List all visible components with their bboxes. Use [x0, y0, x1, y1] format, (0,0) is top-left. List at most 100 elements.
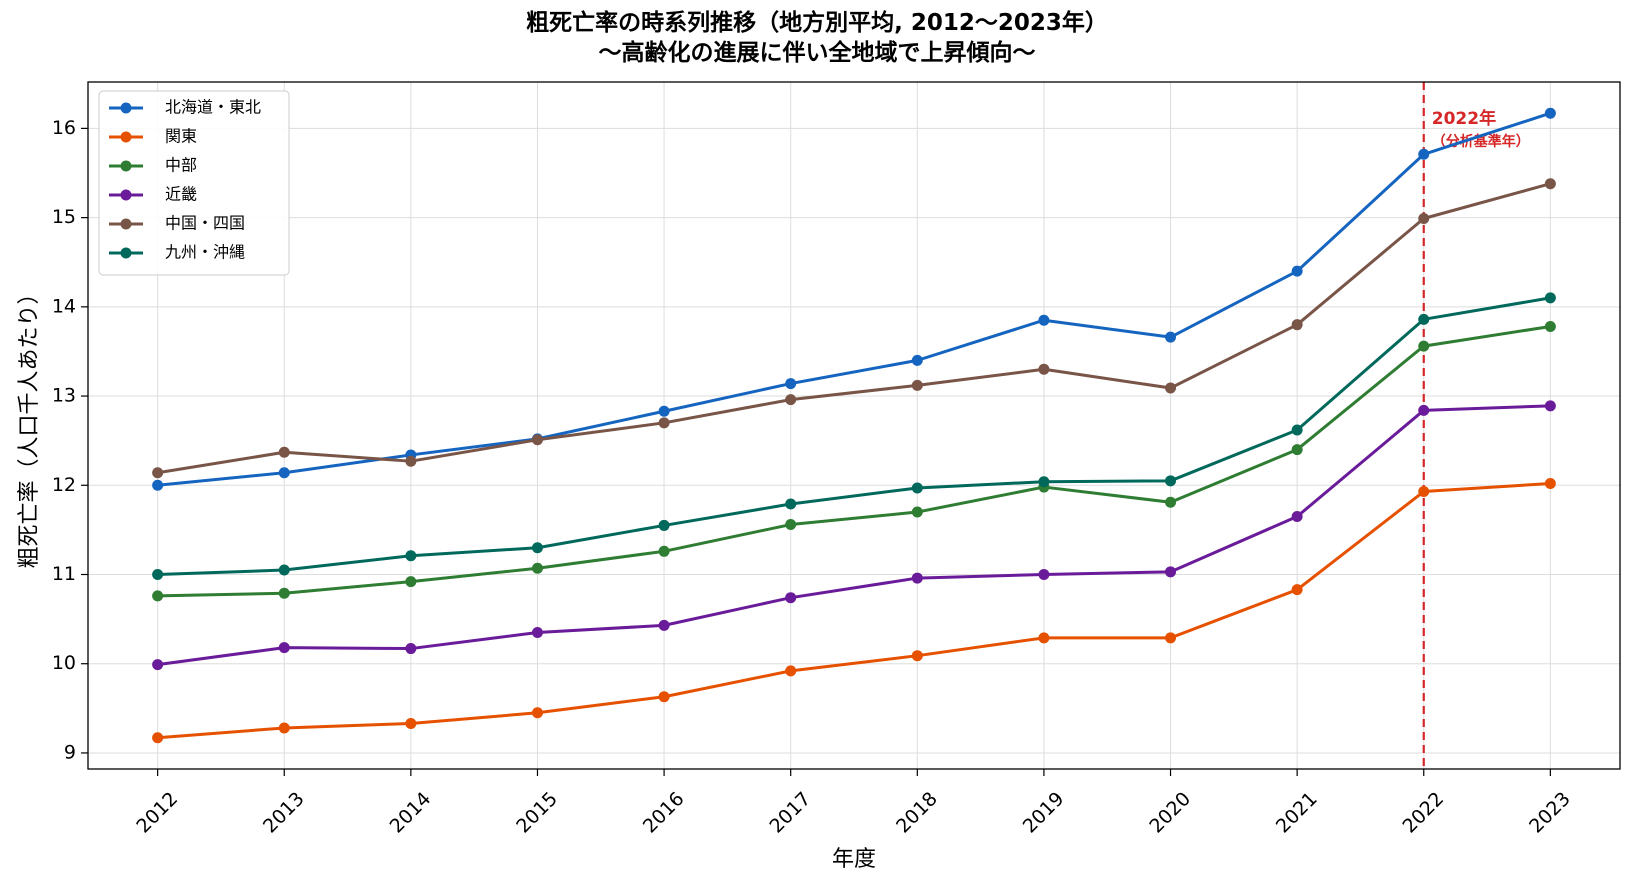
legend-label: 近畿	[165, 185, 197, 204]
annotation-layer: 2022年 （分析基準年）	[1422, 82, 1530, 769]
legend-marker	[120, 189, 132, 201]
data-point	[405, 576, 417, 588]
reference-year-caption: （分析基準年）	[1432, 133, 1530, 150]
data-point	[405, 550, 417, 562]
y-tick-label: 10	[52, 652, 76, 674]
data-point	[1544, 178, 1556, 190]
data-point	[1418, 404, 1430, 416]
data-point	[152, 467, 164, 479]
chart-title-block: 粗死亡率の時系列推移（地方別平均, 2012〜2023年） 〜高齢化の進展に伴い…	[0, 8, 1634, 68]
data-point	[1291, 319, 1303, 331]
chart-subtitle: 〜高齢化の進展に伴い全地域で上昇傾向〜	[598, 40, 1036, 66]
data-point	[911, 482, 923, 494]
y-tick-label: 11	[52, 563, 76, 585]
data-point	[658, 405, 670, 417]
x-axis-label: 年度	[832, 847, 876, 872]
data-point	[278, 642, 290, 654]
data-point	[405, 717, 417, 729]
data-point	[1418, 213, 1430, 225]
x-tick-label: 2013	[259, 788, 309, 838]
data-point	[531, 707, 543, 719]
legend-marker	[120, 131, 132, 143]
data-point	[1291, 265, 1303, 277]
series-line	[157, 404, 1551, 667]
data-point	[911, 379, 923, 391]
data-point	[658, 619, 670, 631]
series-group	[152, 400, 1556, 671]
data-point	[785, 592, 797, 604]
x-tick-label: 2023	[1525, 788, 1575, 838]
data-point	[1038, 632, 1050, 644]
legend-label: 関東	[165, 127, 197, 146]
data-point	[911, 650, 923, 662]
legend-label: 中国・四国	[165, 214, 245, 233]
data-point	[152, 732, 164, 744]
data-point	[1165, 632, 1177, 644]
data-point	[1165, 331, 1177, 343]
x-tick-label: 2019	[1019, 788, 1069, 838]
data-point	[278, 446, 290, 458]
data-point	[278, 722, 290, 734]
data-point	[1291, 584, 1303, 596]
data-point	[531, 562, 543, 574]
data-point	[1291, 511, 1303, 523]
y-tick-label: 14	[52, 295, 76, 317]
series-line	[157, 324, 1551, 598]
series-group	[152, 320, 1556, 602]
data-point	[278, 564, 290, 576]
data-point	[658, 691, 670, 703]
data-point	[658, 545, 670, 557]
data-point	[1544, 477, 1556, 489]
x-tick-label: 2021	[1272, 788, 1322, 838]
data-point	[1165, 475, 1177, 487]
x-tick-label: 2020	[1145, 788, 1195, 838]
plot-frame	[87, 81, 1621, 770]
x-tick-label: 2014	[386, 788, 436, 838]
data-point	[1038, 363, 1050, 375]
data-point	[785, 519, 797, 531]
data-point	[152, 659, 164, 671]
data-point	[1418, 340, 1430, 352]
y-tick-label: 9	[64, 741, 76, 763]
series-line	[157, 296, 1551, 576]
y-tick-label: 12	[52, 474, 76, 496]
data-point	[1291, 424, 1303, 436]
data-point	[1544, 400, 1556, 412]
data-point	[1038, 476, 1050, 488]
legend-marker	[120, 247, 132, 259]
legend-box	[98, 90, 290, 276]
data-point	[785, 665, 797, 677]
data-point	[658, 519, 670, 531]
series-group	[152, 292, 1556, 580]
data-point	[1165, 382, 1177, 394]
data-point	[278, 587, 290, 599]
series-line	[157, 182, 1551, 475]
chart-title: 粗死亡率の時系列推移（地方別平均, 2012〜2023年）	[526, 10, 1108, 36]
data-point	[785, 498, 797, 510]
data-point	[1418, 486, 1430, 498]
series-group	[152, 107, 1556, 491]
data-point	[531, 626, 543, 638]
data-point	[1544, 320, 1556, 332]
reference-year-label: 2022年	[1432, 108, 1496, 129]
x-tick-label: 2022	[1399, 788, 1449, 838]
legend-marker	[120, 218, 132, 230]
series-layer	[152, 107, 1556, 744]
y-tick-label: 13	[52, 385, 76, 407]
data-point	[1418, 313, 1430, 325]
x-tick-label: 2015	[512, 788, 562, 838]
data-point	[785, 378, 797, 390]
data-point	[1544, 292, 1556, 304]
x-tick-label: 2016	[639, 788, 689, 838]
data-point	[152, 568, 164, 580]
series-line	[157, 481, 1551, 740]
y-tick-label: 15	[52, 206, 76, 228]
legend-label: 九州・沖縄	[165, 243, 245, 262]
data-point	[911, 354, 923, 366]
data-point	[152, 479, 164, 491]
series-group	[152, 477, 1556, 744]
data-point	[1544, 107, 1556, 119]
legend-marker	[120, 160, 132, 172]
y-tick-label: 16	[52, 117, 76, 139]
